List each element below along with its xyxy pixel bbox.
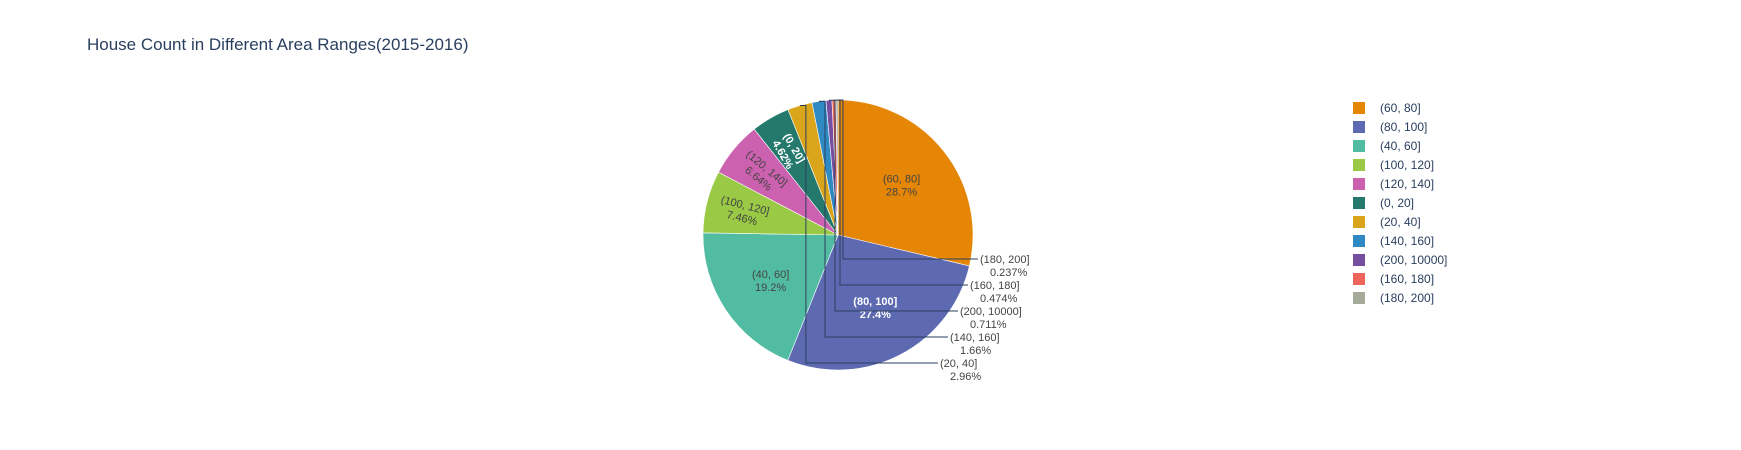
slice-label-text: (140, 160] [950, 332, 1000, 344]
leader-line-140-160 [819, 100, 948, 338]
slice-label-text: (160, 180] [970, 280, 1020, 292]
leader-line-200-10000 [829, 99, 958, 312]
legend-swatch [1353, 121, 1365, 133]
slice-label-text: (20, 40] [940, 358, 977, 370]
legend-swatch [1353, 254, 1365, 266]
chart-title: House Count in Different Area Ranges(201… [87, 35, 468, 54]
legend-swatch [1353, 102, 1365, 114]
legend-label: (80, 100] [1380, 120, 1427, 134]
slice-label-text: (40, 60] [752, 269, 789, 281]
legend-item-180-200[interactable]: (180, 200] [1353, 291, 1434, 305]
slice-label-20-40: (20, 40]2.96% [940, 358, 981, 383]
legend-label: (180, 200] [1380, 291, 1434, 305]
legend-item-0-20[interactable]: (0, 20] [1353, 196, 1414, 210]
slice-label-percent: 27.4% [860, 309, 891, 321]
slice-label-text: (60, 80] [883, 174, 920, 186]
legend-label: (120, 140] [1380, 177, 1434, 191]
legend-item-80-100[interactable]: (80, 100] [1353, 120, 1427, 134]
slice-label-percent: 0.474% [980, 293, 1018, 305]
slice-label-text: (180, 200] [980, 254, 1030, 266]
legend-swatch [1353, 273, 1365, 285]
slice-label-percent: 1.66% [960, 345, 991, 357]
legend-item-100-120[interactable]: (100, 120] [1353, 158, 1434, 172]
slice-label-percent: 2.96% [950, 371, 981, 383]
legend-label: (40, 60] [1380, 139, 1421, 153]
slice-label-160-180: (160, 180]0.474% [970, 280, 1020, 305]
slice-label-text: (80, 100] [853, 296, 897, 308]
legend-item-60-80[interactable]: (60, 80] [1353, 101, 1421, 115]
slice-label-80-100: (80, 100]27.4% [853, 296, 897, 321]
legend-swatch [1353, 235, 1365, 247]
legend-item-40-60[interactable]: (40, 60] [1353, 139, 1421, 153]
legend-swatch [1353, 178, 1365, 190]
slice-label-percent: 19.2% [755, 282, 786, 294]
slice-label-200-10000: (200, 10000]0.711% [960, 306, 1022, 331]
legend-item-120-140[interactable]: (120, 140] [1353, 177, 1434, 191]
legend-swatch [1353, 292, 1365, 304]
pie-slice-40-60[interactable] [702, 232, 839, 361]
legend-label: (60, 80] [1380, 101, 1421, 115]
slice-label-text: (200, 10000] [960, 306, 1022, 318]
slice-label-percent: 0.237% [990, 267, 1028, 279]
legend-label: (100, 120] [1380, 158, 1434, 172]
pie-slices [702, 99, 974, 371]
legend-label: (20, 40] [1380, 215, 1421, 229]
legend-swatch [1353, 159, 1365, 171]
legend-item-160-180[interactable]: (160, 180] [1353, 272, 1434, 286]
slice-label-percent: 28.7% [886, 187, 917, 199]
legend-label: (0, 20] [1380, 196, 1414, 210]
legend-swatch [1353, 216, 1365, 228]
legend-item-140-160[interactable]: (140, 160] [1353, 234, 1434, 248]
slice-label-percent: 0.711% [970, 319, 1007, 331]
pie-slice-60-80[interactable] [837, 99, 974, 267]
legend-item-20-40[interactable]: (20, 40] [1353, 215, 1421, 229]
slice-label-180-200: (180, 200]0.237% [980, 254, 1030, 279]
legend-item-200-10000[interactable]: (200, 10000] [1353, 253, 1447, 267]
legend-swatch [1353, 140, 1365, 152]
leader-line-20-40 [799, 105, 938, 364]
slice-label-140-160: (140, 160]1.66% [950, 332, 1000, 357]
legend-label: (160, 180] [1380, 272, 1434, 286]
legend: (60, 80] (80, 100] (40, 60] (100, 120] (120,… [1353, 101, 1447, 305]
slice-label-40-60: (40, 60]19.2% [752, 269, 789, 294]
legend-swatch [1353, 197, 1365, 209]
slice-label-60-80: (60, 80]28.7% [883, 174, 920, 199]
leader-line-160-180 [834, 99, 968, 286]
pie-slice-80-100[interactable] [787, 234, 970, 371]
legend-label: (140, 160] [1380, 234, 1434, 248]
legend-label: (200, 10000] [1380, 253, 1447, 267]
